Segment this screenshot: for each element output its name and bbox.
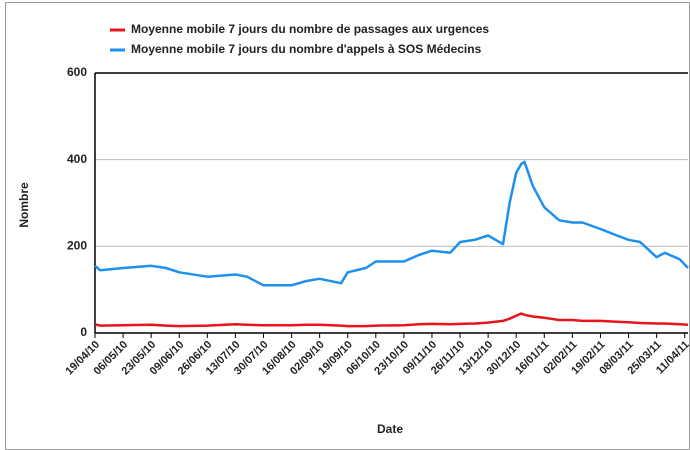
x-axis-label: Date [377, 422, 403, 436]
legend-label: Moyenne mobile 7 jours du nombre d'appel… [131, 42, 482, 56]
series-line [94, 312, 689, 328]
y-tick-label: 200 [67, 239, 87, 253]
y-tick-label: 600 [67, 65, 87, 79]
y-axis-label: Nombre [17, 182, 31, 228]
y-tick-label: 400 [67, 152, 87, 166]
series-line [94, 160, 689, 287]
legend-label: Moyenne mobile 7 jours du nombre de pass… [131, 22, 489, 36]
y-tick-label: 0 [80, 325, 87, 339]
frame [5, 2, 690, 450]
